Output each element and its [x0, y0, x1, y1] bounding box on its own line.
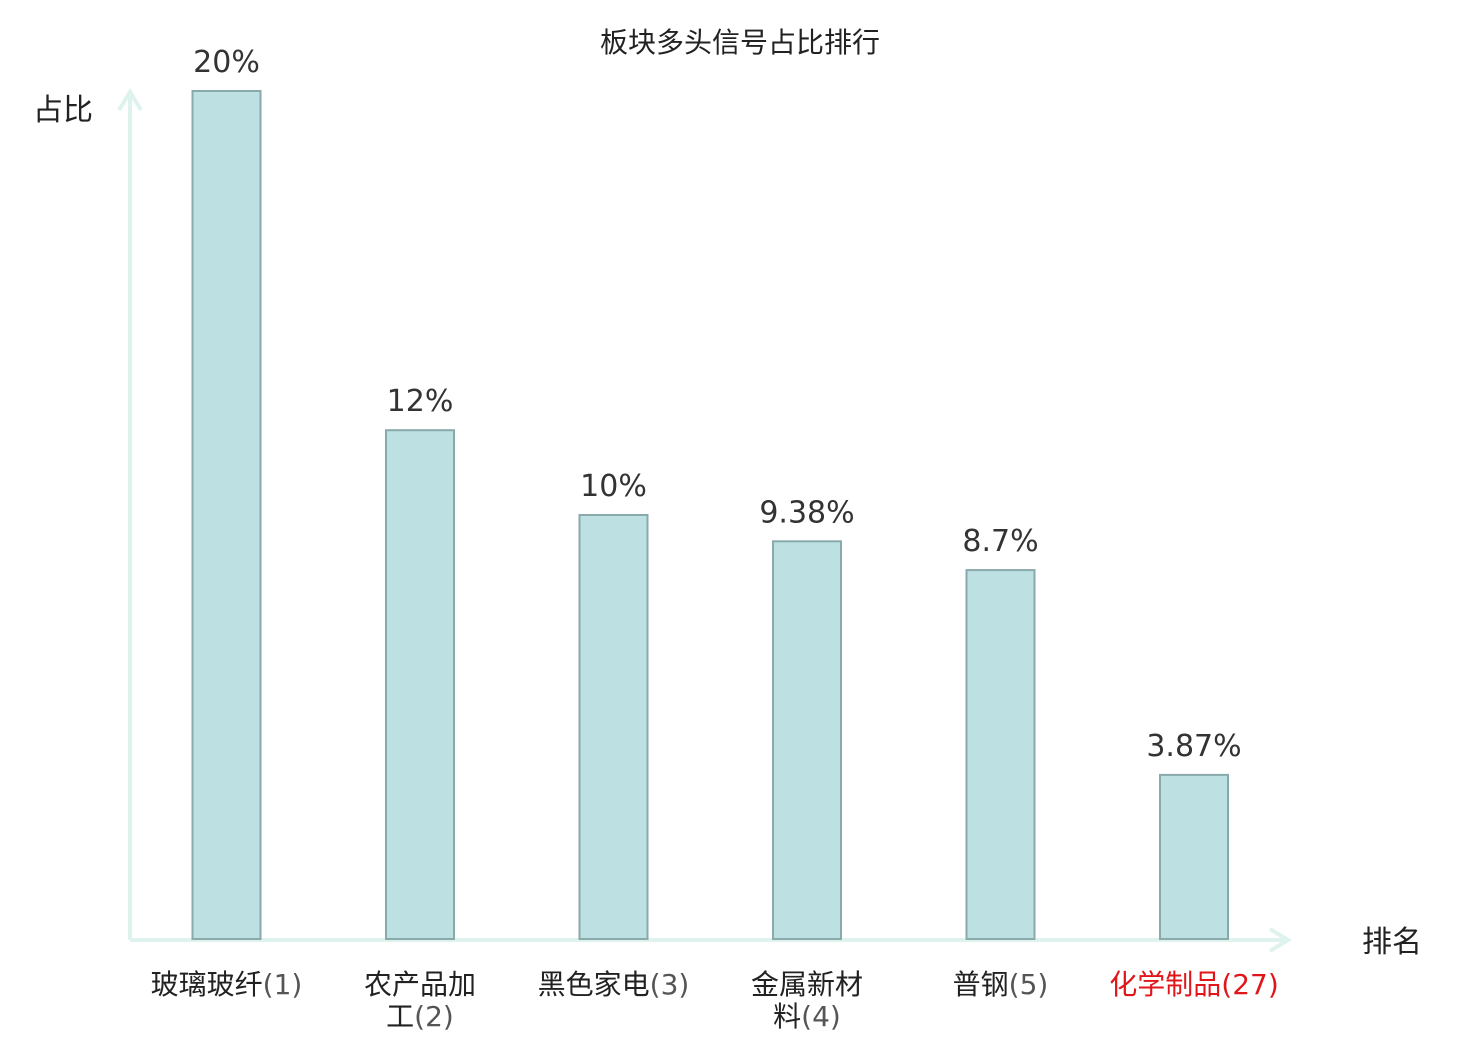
value-label-2: 12%: [387, 384, 454, 419]
bar-1: [191, 90, 262, 940]
category-label-4: 金属新材料(4): [751, 968, 863, 1033]
bars-group: [191, 90, 1229, 941]
y-axis-arrow-icon: [117, 88, 143, 112]
bar-3: [578, 514, 649, 940]
category-label-1: 玻璃玻纤(1): [151, 968, 303, 1001]
value-label-1: 20%: [193, 45, 260, 80]
category-label-5: 普钢(5): [953, 968, 1049, 1001]
bar-4: [772, 540, 842, 940]
category-label-6: 化学制品(27): [1109, 968, 1279, 1001]
x-axis-arrow-icon: [1268, 927, 1292, 953]
x-axis: [130, 927, 1292, 953]
chart-title: 板块多头信号占比排行: [600, 26, 880, 59]
category-label-2: 农产品加工(2): [364, 968, 476, 1033]
value-label-5: 8.7%: [962, 524, 1038, 559]
x-axis-label: 排名: [1362, 925, 1422, 960]
value-label-4: 9.38%: [759, 495, 854, 530]
value-labels-group: 20% 12% 10% 9.38% 8.7% 3.87%: [193, 45, 1242, 764]
bar-6: [1159, 773, 1229, 941]
category-label-3: 黑色家电(3): [538, 968, 690, 1001]
value-label-3: 10%: [580, 469, 647, 504]
category-labels-group: 玻璃玻纤(1) 农产品加工(2) 黑色家电(3) 金属新材料(4) 普钢(5) 化学制品(…: [151, 968, 1279, 1033]
value-label-6: 3.87%: [1146, 729, 1241, 764]
bar-2: [385, 429, 455, 940]
y-axis: [117, 88, 143, 940]
bar-5: [965, 569, 1036, 940]
y-axis-label: 占比: [33, 93, 93, 128]
